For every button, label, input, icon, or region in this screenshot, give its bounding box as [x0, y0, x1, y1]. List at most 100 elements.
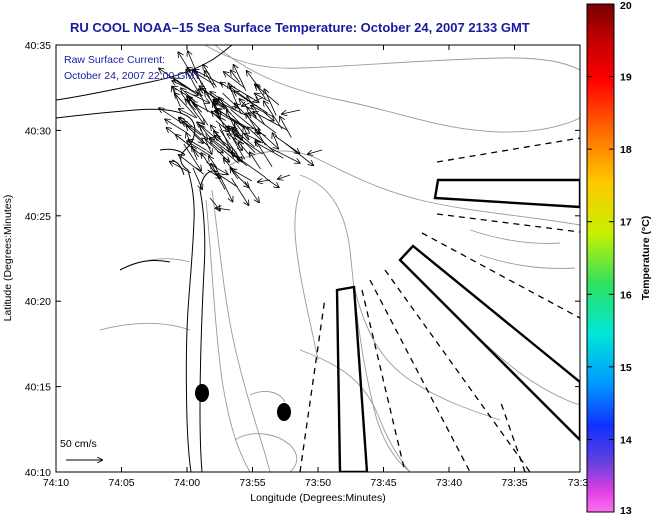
y-axis-label: Latitude (Degrees:Minutes)	[2, 195, 14, 322]
current-vector	[205, 92, 222, 115]
current-vector	[209, 197, 220, 210]
colorbar-tick-label: 13	[620, 505, 632, 517]
current-vector	[215, 120, 229, 131]
x-tick-label: 73:45	[370, 477, 396, 489]
annotation-line-2: October 24, 2007 22:00 GMT	[64, 70, 201, 82]
current-vector	[175, 93, 198, 119]
current-vector	[219, 97, 229, 111]
current-vector	[278, 175, 291, 179]
current-vector	[165, 119, 188, 134]
current-vector	[217, 109, 245, 129]
current-vector	[228, 126, 256, 153]
current-vector	[219, 129, 242, 162]
current-vector	[187, 97, 203, 113]
current-vector	[215, 111, 239, 125]
current-vector	[210, 138, 243, 163]
current-vector	[203, 137, 229, 162]
current-vector	[269, 147, 299, 162]
colorbar-tick-label: 17	[620, 217, 632, 229]
x-tick-label: 73:3	[568, 477, 589, 489]
current-vector	[231, 71, 240, 83]
current-vector	[273, 133, 279, 145]
current-vector	[193, 134, 203, 143]
current-vector	[181, 88, 196, 103]
current-vector	[262, 111, 274, 120]
current-vector	[215, 136, 236, 151]
current-vector	[184, 90, 209, 103]
current-vector	[214, 166, 232, 201]
current-vector	[264, 101, 283, 130]
annotation-line-1: Raw Surface Current:	[64, 54, 165, 66]
current-vector	[238, 176, 248, 187]
y-tick-label: 40:30	[25, 125, 51, 137]
surface-current-vectors	[159, 51, 323, 210]
current-vector	[217, 99, 244, 128]
current-vector	[258, 180, 271, 182]
current-vector	[230, 87, 262, 110]
current-vector	[280, 117, 292, 138]
current-vector	[232, 169, 253, 182]
current-vector	[179, 116, 207, 139]
current-vector	[256, 140, 273, 168]
y-tick-label: 40:20	[25, 296, 51, 308]
current-vector	[183, 143, 201, 170]
bathymetry-contours	[99, 45, 580, 472]
current-vector	[205, 161, 227, 174]
current-vector	[170, 162, 191, 174]
current-vector	[282, 109, 301, 114]
current-vector	[230, 109, 259, 133]
current-vector	[244, 127, 250, 141]
current-vector	[218, 124, 232, 153]
x-tick-label: 73:50	[305, 477, 331, 489]
current-vector	[264, 89, 277, 116]
current-vector	[231, 177, 249, 205]
x-tick-label: 73:40	[436, 477, 462, 489]
scale-label: 50 cm/s	[60, 438, 97, 450]
current-vector	[176, 135, 204, 157]
colorbar-tick-label: 19	[620, 72, 632, 84]
y-tick-label: 40:10	[25, 467, 51, 479]
current-vector	[246, 113, 266, 146]
current-vector	[255, 94, 270, 102]
colorbar-ticks: 20 19 18 17 16 15 14 13	[587, 0, 632, 517]
colorbar-tick-label: 18	[620, 144, 632, 156]
colorbar	[586, 3, 615, 513]
y-axis: 40:35 40:30 40:25 40:20 40:15 40:10	[25, 40, 580, 479]
x-axis: 74:10 74:05 74:00 73:55 73:50 73:45 73:40 73:3 5…	[43, 45, 589, 489]
y-tick-label: 40:15	[25, 382, 51, 394]
current-vector	[199, 89, 209, 113]
current-vector	[179, 118, 196, 134]
current-vector	[242, 97, 263, 106]
current-vector	[265, 177, 278, 187]
current-vector	[189, 140, 207, 151]
current-vector	[180, 92, 204, 125]
colorbar-tick-label: 14	[620, 434, 632, 446]
current-vector	[178, 52, 198, 84]
x-tick-label: 74:05	[108, 477, 134, 489]
zone-polygons	[335, 178, 580, 472]
map-title: RU COOL NOAA–15 Sea Surface Temperature:…	[70, 20, 530, 35]
x-axis-label: Longitude (Degrees:Minutes)	[250, 492, 385, 504]
current-vector	[251, 106, 275, 118]
current-vector	[239, 142, 251, 157]
x-tick-label: 74:10	[43, 477, 69, 489]
y-tick-label: 40:25	[25, 211, 51, 223]
current-vector	[224, 72, 245, 89]
x-tick-label: 73:55	[239, 477, 265, 489]
y-tick-label: 40:35	[25, 40, 51, 52]
current-vector	[172, 87, 181, 108]
current-vector	[255, 84, 280, 106]
current-vector	[197, 122, 225, 147]
current-vector	[229, 83, 242, 115]
colorbar-label: Temperature (°C)	[640, 216, 651, 301]
radar-site-marker	[195, 384, 209, 402]
current-vector	[203, 65, 217, 88]
current-vector	[179, 109, 197, 119]
current-vector	[205, 71, 215, 89]
current-vector	[250, 152, 261, 170]
current-vector	[308, 149, 323, 154]
colorbar-tick-label: 15	[620, 362, 632, 374]
x-tick-label: 74:00	[174, 477, 200, 489]
current-vector	[249, 113, 277, 134]
